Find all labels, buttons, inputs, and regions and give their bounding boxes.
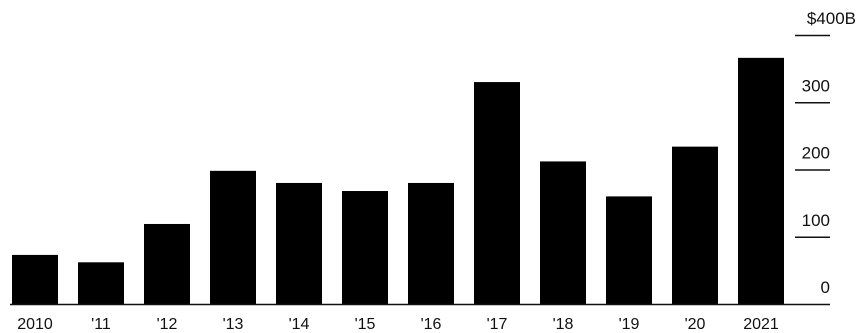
bar-6 [408,182,454,304]
x-tick-label-6: '16 [421,316,442,333]
bar-9 [606,196,652,304]
y-tick-label-2: 200 [802,144,830,163]
x-tick-label-8: '18 [553,316,574,333]
x-tick-label-1: '11 [91,316,111,333]
x-tick-label-10: '20 [685,316,706,333]
bar-3 [210,170,256,304]
bars-group [12,57,784,304]
y-axis: 0 100 200 300 $400B [795,9,856,297]
bar-11 [738,57,784,304]
bar-0 [12,254,58,304]
y-tick-label-3: 300 [802,76,830,95]
x-tick-label-7: '17 [487,316,508,333]
bar-10 [672,146,718,304]
bar-7 [474,82,520,304]
bar-5 [342,191,388,304]
x-tick-label-3: '13 [223,316,244,333]
bar-8 [540,161,586,304]
x-tick-label-4: '14 [289,316,310,333]
bar-4 [276,182,322,304]
y-tick-label-1: 100 [802,211,830,230]
x-tick-label-2: '12 [157,316,178,333]
x-axis: 2010 '11 '12 '13 '14 '15 '16 '17 '18 '19 '20 2021 [10,303,830,333]
bar-1 [78,262,124,304]
x-tick-label-0: 2010 [17,316,53,333]
x-tick-label-11: 2021 [743,316,779,333]
bar-2 [144,223,190,304]
y-tick-label-4: $400B [807,9,856,28]
x-tick-label-9: '19 [619,316,640,333]
y-tick-label-0: 0 [821,278,830,297]
x-tick-label-5: '15 [355,316,376,333]
